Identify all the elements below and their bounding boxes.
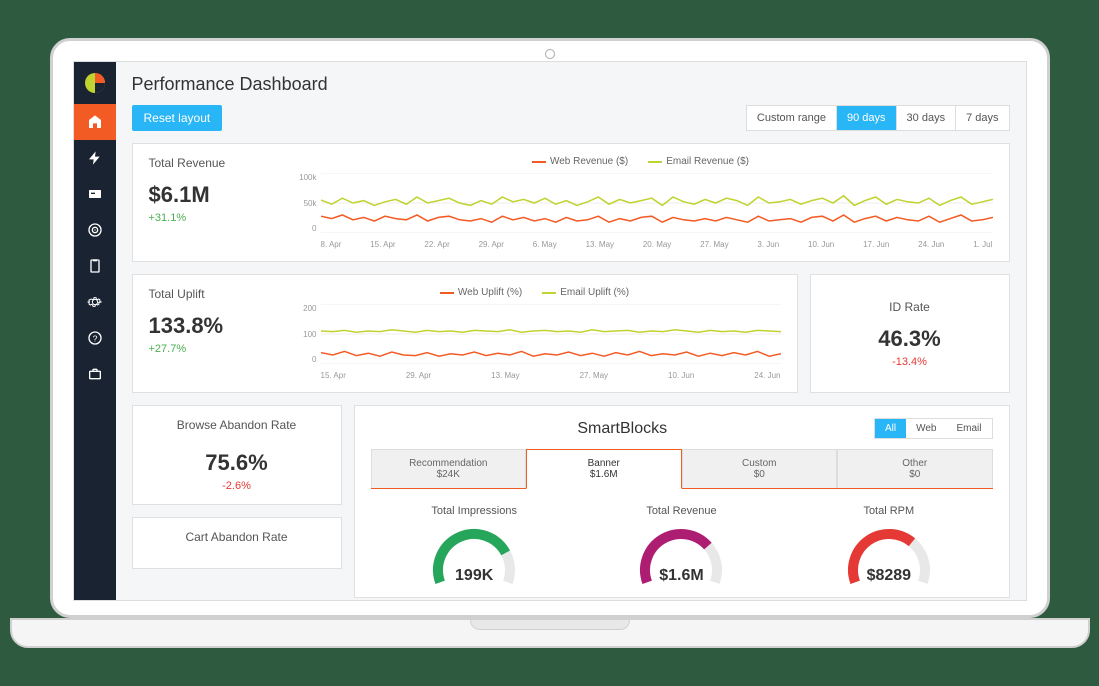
sidebar-item-home[interactable] (74, 104, 116, 140)
date-range-group: Custom range90 days30 days7 days (746, 105, 1010, 131)
range-button-90-days[interactable]: 90 days (837, 106, 897, 130)
browse-abandon-value: 75.6% (149, 450, 325, 476)
gauge-total-rpm: Total RPM$8289 (844, 505, 934, 585)
uplift-chart (321, 304, 781, 364)
total-revenue-value: $6.1M (149, 182, 289, 208)
id-rate-label: ID Rate (827, 300, 993, 314)
smartblocks-tab-recommendation[interactable]: Recommendation$24K (371, 449, 527, 488)
main-content: Performance Dashboard Reset layout Custo… (116, 62, 1026, 600)
browse-abandon-card: Browse Abandon Rate 75.6% -2.6% (132, 405, 342, 505)
range-button-30-days[interactable]: 30 days (897, 106, 957, 130)
browse-abandon-delta: -2.6% (149, 480, 325, 492)
total-uplift-card: Total Uplift 133.8% +27.7% Web Uplift (%… (132, 274, 798, 393)
sidebar-item-target[interactable] (74, 212, 116, 248)
gauge-total-impressions: Total Impressions199K (429, 505, 519, 585)
range-button-custom-range[interactable]: Custom range (747, 106, 837, 130)
smartblocks-tab-banner[interactable]: Banner$1.6M (526, 449, 682, 489)
help-icon: ? (87, 330, 103, 346)
briefcase-icon (87, 366, 103, 382)
legend-email-revenue: Email Revenue ($) (666, 156, 749, 167)
range-button-7-days[interactable]: 7 days (956, 106, 1008, 130)
total-uplift-label: Total Uplift (149, 287, 289, 301)
smartblocks-tab-custom[interactable]: Custom$0 (682, 449, 838, 488)
legend-web-revenue: Web Revenue ($) (550, 156, 628, 167)
smartblocks-tabs: Recommendation$24KBanner$1.6MCustom$0Oth… (371, 449, 993, 489)
revenue-legend: Web Revenue ($) Email Revenue ($) (289, 156, 993, 167)
sidebar: ? (74, 62, 116, 600)
smartblocks-toggle-all[interactable]: All (875, 419, 906, 438)
smartblocks-tab-other[interactable]: Other$0 (837, 449, 993, 488)
reset-layout-button[interactable]: Reset layout (132, 105, 223, 131)
legend-email-uplift: Email Uplift (%) (560, 287, 629, 298)
target-icon (87, 222, 103, 238)
total-revenue-delta: +31.1% (149, 212, 289, 224)
sidebar-item-card[interactable] (74, 176, 116, 212)
logo (74, 62, 116, 104)
svg-text:?: ? (92, 333, 97, 343)
sidebar-item-bolt[interactable] (74, 140, 116, 176)
card-icon (87, 186, 103, 202)
total-revenue-card: Total Revenue $6.1M +31.1% Web Revenue (… (132, 143, 1010, 262)
smartblocks-title: SmartBlocks (371, 420, 874, 438)
gear-icon (87, 294, 103, 310)
smartblocks-gauges: Total Impressions199K Total Revenue$1.6M T… (371, 489, 993, 585)
home-icon (87, 114, 103, 130)
id-rate-value: 46.3% (827, 326, 993, 352)
smartblocks-toggle-email[interactable]: Email (946, 419, 991, 438)
gauge-total-revenue: Total Revenue$1.6M (636, 505, 726, 585)
cart-abandon-label: Cart Abandon Rate (149, 530, 325, 544)
page-title: Performance Dashboard (132, 74, 328, 95)
sidebar-item-briefcase[interactable] (74, 356, 116, 392)
id-rate-delta: -13.4% (827, 356, 993, 368)
id-rate-card: ID Rate 46.3% -13.4% (810, 274, 1010, 393)
cart-abandon-card: Cart Abandon Rate (132, 517, 342, 569)
sidebar-item-gear[interactable] (74, 284, 116, 320)
total-uplift-delta: +27.7% (149, 343, 289, 355)
smartblocks-card: SmartBlocks AllWebEmail Recommendation$2… (354, 405, 1010, 598)
bolt-icon (87, 150, 103, 166)
browse-abandon-label: Browse Abandon Rate (149, 418, 325, 432)
total-uplift-value: 133.8% (149, 313, 289, 339)
total-revenue-label: Total Revenue (149, 156, 289, 170)
sidebar-item-help[interactable]: ? (74, 320, 116, 356)
legend-web-uplift: Web Uplift (%) (458, 287, 522, 298)
smartblocks-toggle-web[interactable]: Web (906, 419, 946, 438)
clipboard-icon (87, 258, 103, 274)
smartblocks-toggle-group: AllWebEmail (874, 418, 993, 439)
revenue-chart (321, 173, 993, 233)
uplift-legend: Web Uplift (%) Email Uplift (%) (289, 287, 781, 298)
sidebar-item-clipboard[interactable] (74, 248, 116, 284)
